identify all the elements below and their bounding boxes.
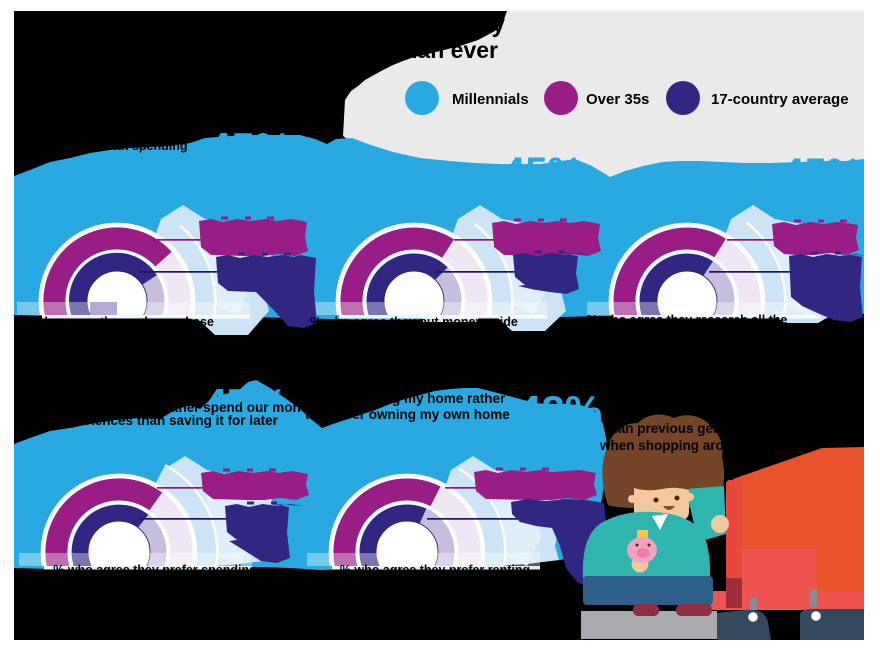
svg-text:% who agree they research all: % who agree they research all the	[587, 313, 788, 327]
svg-text:than ever owning my own home: than ever owning my own home	[305, 407, 510, 422]
svg-text:over home ownership: over home ownership	[370, 579, 500, 593]
svg-text:experiences than saving it for: experiences than saving it for later	[55, 413, 279, 428]
svg-text:45%: 45%	[503, 150, 583, 194]
svg-text:things they really need: things they really need	[49, 331, 184, 345]
svg-text:best deals before purchasing: best deals before purchasing	[600, 329, 774, 343]
svg-text:% who agree they only purchase: % who agree they only purchase	[20, 315, 214, 329]
svg-text:Millennials: Millennials	[452, 91, 529, 108]
svg-text:money on experiences: money on experiences	[88, 579, 223, 593]
svg-text:% who agree they prefer spendi: % who agree they prefer spending	[53, 563, 257, 577]
svg-text:48%: 48%	[518, 387, 602, 434]
svg-text:I prefer renting my home rathe: I prefer renting my home rather	[305, 391, 506, 406]
svg-text:when shopping around today: when shopping around today	[599, 438, 789, 453]
svg-text:% who agree they put money asi: % who agree they put money aside	[310, 315, 518, 329]
svg-text:and they hunt out deals more t: and they hunt out deals more than ever	[69, 37, 498, 63]
svg-text:for savings every month: for savings every month	[342, 331, 487, 345]
svg-text:I'm careful with spending: I'm careful with spending	[38, 139, 188, 153]
svg-text:45%: 45%	[782, 151, 862, 195]
svg-text:% who agree they prefer rentin: % who agree they prefer renting	[340, 563, 530, 577]
svg-text:Millennials are more careful w: Millennials are more careful with money	[50, 11, 505, 38]
svg-text:17-country average: 17-country average	[711, 91, 849, 108]
svg-text:47%: 47%	[204, 380, 288, 427]
svg-text:Over 35s: Over 35s	[586, 91, 649, 108]
svg-text:45%: 45%	[208, 124, 292, 171]
svg-text:than previous generations: than previous generations	[605, 421, 774, 436]
svg-text:We would much rather spend our: We would much rather spend our money on	[55, 400, 336, 415]
